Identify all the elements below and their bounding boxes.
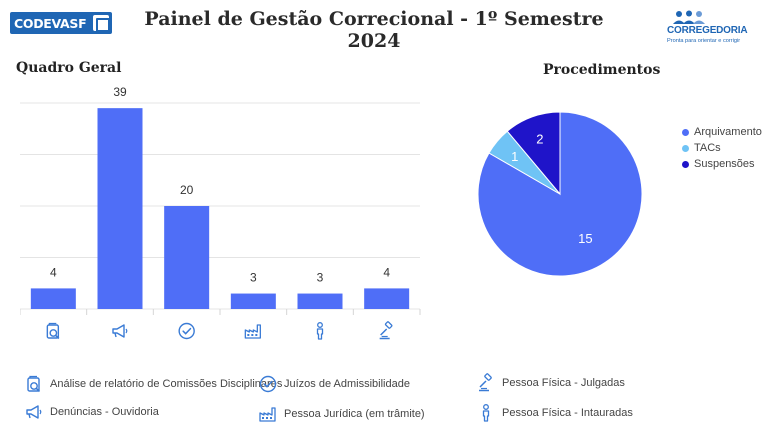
bar (97, 108, 143, 310)
legend-item-denuncias: Denúncias - Ouvidoria (24, 402, 159, 422)
corregedoria-tagline: Pronta para orientar e corrigir (667, 38, 741, 44)
legend-item-pessoa-juridica: Pessoa Jurídica (em trâmite) (258, 404, 425, 424)
bar-value-label: 4 (383, 265, 390, 279)
bar-chart-title: Quadro Geral (16, 60, 122, 76)
codevasf-logo-text: CODEVASF (14, 15, 87, 31)
legend-item-pf-julgadas: Pessoa Física - Julgadas (476, 373, 625, 393)
pie-legend: Arquivamento TACs Suspensões (682, 124, 762, 172)
pie-legend-label: Suspensões (694, 158, 755, 170)
check-circle-icon (178, 322, 195, 340)
bar (230, 293, 276, 309)
bar (30, 288, 76, 309)
legend-swatch (682, 144, 689, 152)
pie-chart-title: Procedimentos (543, 62, 661, 78)
bar-value-label: 4 (50, 265, 57, 279)
bar (364, 288, 410, 309)
legend-swatch (682, 128, 689, 136)
pie-legend-item: TACs (682, 140, 762, 156)
codevasf-logo: CODEVASF (10, 12, 112, 34)
gavel-icon (479, 373, 492, 392)
legend-label: Denúncias - Ouvidoria (50, 406, 159, 418)
pie-value-label: 15 (578, 231, 592, 246)
legend-item-pf-intauradas: Pessoa Física - Intauradas (476, 403, 633, 423)
folder-search-icon (46, 322, 60, 340)
bar-value-label: 20 (180, 183, 194, 197)
pie-legend-item: Suspensões (682, 156, 762, 172)
page-title: Painel de Gestão Correcional - 1º Semest… (144, 8, 604, 52)
legend-swatch (682, 160, 689, 168)
bar (297, 293, 343, 309)
factory-icon (244, 324, 261, 339)
megaphone-icon (26, 405, 42, 419)
pie-legend-label: TACs (694, 142, 721, 154)
legend-label: Pessoa Física - Intauradas (502, 407, 633, 419)
bar-chart: 4 39 20 3 3 4 (20, 85, 421, 340)
person-icon (482, 404, 490, 422)
bar-value-label: 39 (113, 85, 127, 99)
legend-label: Pessoa Física - Julgadas (502, 377, 625, 389)
legend-label: Pessoa Jurídica (em trâmite) (284, 408, 425, 420)
pie-legend-label: Arquivamento (694, 126, 762, 138)
legend-item-juizos: Juízos de Admissibilidade (258, 374, 410, 394)
check-circle-icon (259, 375, 277, 393)
people-icon (673, 10, 705, 24)
bar (164, 206, 210, 309)
pie-value-label: 1 (511, 149, 518, 164)
legend-label: Análise de relatório de Comissões Discip… (50, 378, 283, 390)
pie-slice (506, 111, 561, 196)
bar-value-label: 3 (317, 271, 324, 285)
corregedoria-logo: CORREGEDORIA Pronta para orientar e corr… (667, 10, 767, 50)
megaphone-icon (112, 324, 128, 338)
legend-label: Juízos de Admissibilidade (284, 378, 410, 390)
gavel-icon (379, 321, 393, 340)
codevasf-mark-icon (93, 15, 110, 32)
pie-legend-item: Arquivamento (682, 124, 762, 140)
legend-item-analise: Análise de relatório de Comissões Discip… (24, 374, 282, 394)
factory-icon (259, 407, 276, 422)
corregedoria-brand: CORREGEDORIA (667, 25, 748, 36)
pie-value-label: 2 (536, 132, 543, 147)
folder-search-icon (27, 375, 41, 393)
person-icon (316, 322, 324, 340)
bar-value-label: 3 (250, 271, 257, 285)
